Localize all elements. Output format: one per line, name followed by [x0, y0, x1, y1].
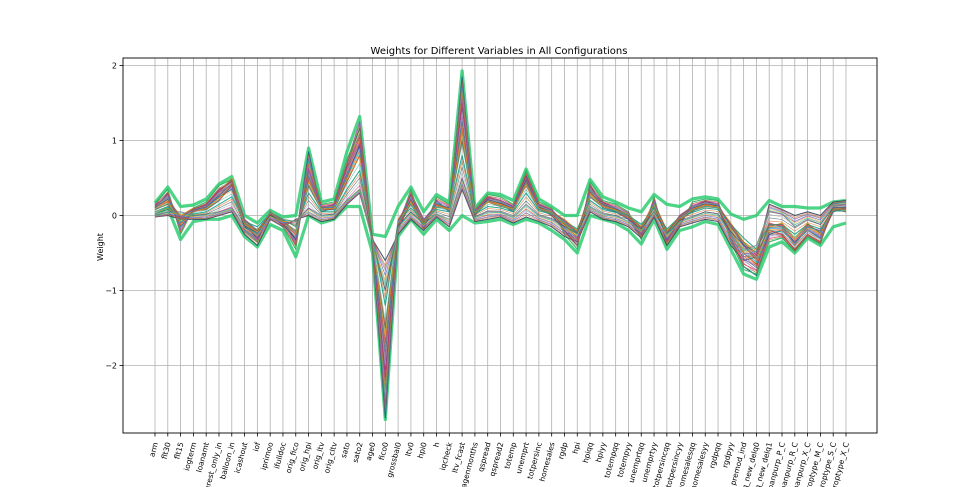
axes: arm flt30 flt15iogtermloanamtinterest_only…	[105, 62, 851, 487]
x-tick-label: rgdp	[556, 441, 569, 460]
x-tick-label: sato	[339, 441, 352, 459]
series-line-interpolated	[154, 184, 847, 272]
series-line-interpolated	[154, 178, 847, 286]
series-line-envelope_high	[153, 69, 847, 239]
y-tick-label: 0	[112, 212, 117, 221]
series-line-interpolated	[154, 119, 847, 355]
series-line-interpolated	[154, 161, 847, 299]
series-line-envelope_low	[154, 204, 847, 422]
x-tick-label: h	[432, 441, 442, 448]
x-tick-label: sato2	[351, 441, 365, 464]
x-tick-label: ltv0	[403, 441, 415, 457]
x-tick-label: hpi0	[416, 441, 429, 459]
series-line-interpolated	[154, 182, 847, 277]
series-line-interpolated	[154, 143, 847, 322]
x-tick-label: arm	[147, 441, 160, 458]
x-tick-label: fico0	[377, 441, 390, 461]
y-tick-label: 2	[112, 62, 117, 71]
x-tick-label: flt15	[172, 441, 185, 460]
y-tick-label: −2	[105, 362, 117, 371]
series-line-interpolated	[154, 131, 847, 339]
x-tick-label: hpiyy	[594, 441, 608, 464]
y-tick-label: 1	[112, 137, 117, 146]
series-lines	[153, 69, 847, 422]
x-tick-label: flt30	[160, 441, 173, 460]
y-tick-label: −1	[105, 287, 117, 296]
series-line-interpolated	[154, 166, 847, 291]
x-tick-label: iof	[251, 441, 262, 453]
gridlines	[123, 58, 877, 433]
series-line-config_g	[154, 188, 847, 262]
chart-title: Weights for Different Variables in All C…	[371, 46, 628, 57]
series-line-interpolated	[154, 180, 847, 282]
y-axis-label: Weight	[96, 233, 105, 261]
x-tick-label: age0	[364, 441, 378, 462]
x-tick-label: hpi	[571, 441, 583, 455]
plot-frame	[122, 57, 878, 434]
